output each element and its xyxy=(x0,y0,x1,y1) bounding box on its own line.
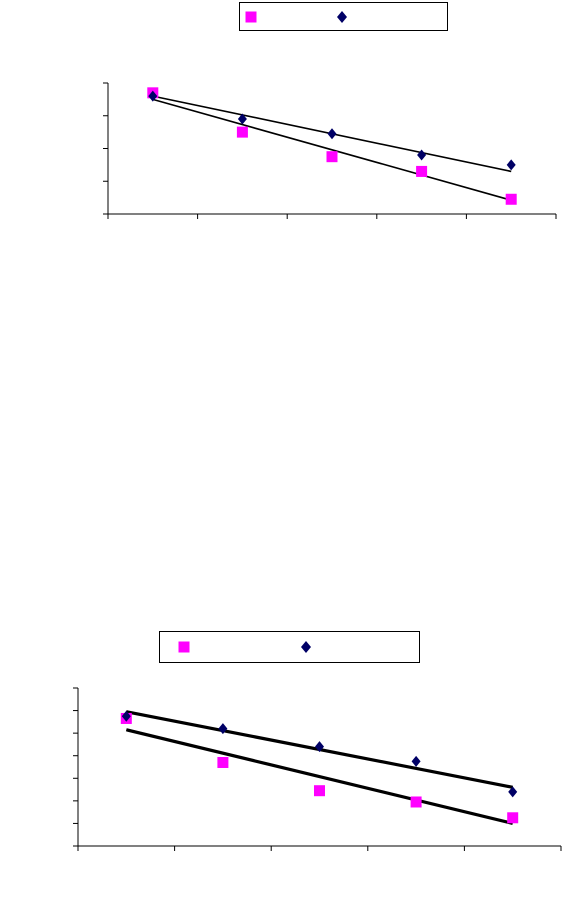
legend xyxy=(159,631,420,663)
legend-item-series-1 xyxy=(178,632,196,662)
data-point-square-series-1 xyxy=(507,812,519,824)
data-point-diamond-series-2 xyxy=(506,159,516,171)
legend-item-series-2 xyxy=(336,3,354,30)
legend-item-series-2 xyxy=(300,632,318,662)
data-point-diamond-series-2 xyxy=(508,786,518,798)
legend xyxy=(239,2,448,31)
trendline-series-1 xyxy=(125,728,514,825)
legend-square-marker-icon xyxy=(178,641,190,653)
data-point-square-series-1 xyxy=(326,151,338,163)
data-point-diamond-series-2 xyxy=(417,149,427,161)
data-point-square-series-1 xyxy=(505,193,517,205)
data-point-diamond-series-2 xyxy=(218,723,228,735)
data-point-square-series-1 xyxy=(410,796,422,808)
data-point-diamond-series-2 xyxy=(411,755,421,767)
legend-square-marker-icon xyxy=(245,11,257,22)
data-point-square-series-1 xyxy=(236,126,248,138)
data-point-square-series-1 xyxy=(314,785,325,797)
plot-area xyxy=(73,687,562,851)
trendline-series-1 xyxy=(152,98,512,202)
legend-diamond-marker-icon xyxy=(337,10,347,23)
data-point-diamond-series-2 xyxy=(315,741,324,753)
data-point-diamond-series-2 xyxy=(327,128,337,140)
plot-area xyxy=(103,82,557,219)
data-point-diamond-series-2 xyxy=(237,113,247,125)
chart-1 xyxy=(0,0,577,260)
legend-item-series-1 xyxy=(245,3,263,30)
data-point-diamond-series-2 xyxy=(121,710,131,722)
data-point-square-series-1 xyxy=(217,756,229,768)
chart-2 xyxy=(0,625,577,865)
data-point-diamond-series-2 xyxy=(148,90,158,102)
legend-diamond-marker-icon xyxy=(301,641,311,653)
data-point-square-series-1 xyxy=(416,165,428,177)
